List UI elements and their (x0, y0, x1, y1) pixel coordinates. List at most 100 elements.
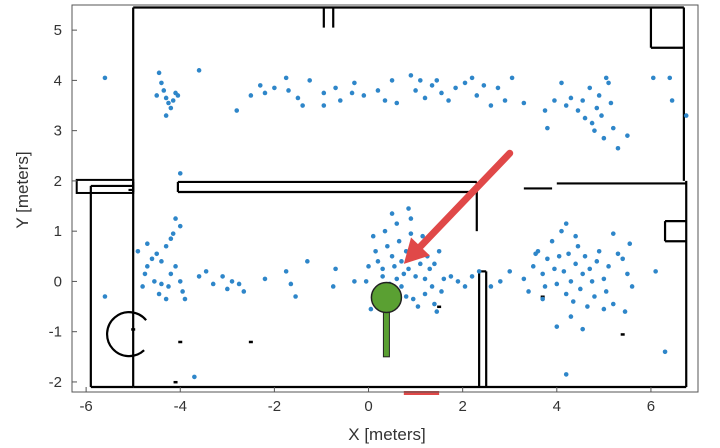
scatter-point (563, 221, 569, 226)
scatter-point (582, 115, 588, 121)
scatter-point (521, 100, 527, 106)
scatter-point (683, 113, 689, 118)
scatter-point (488, 284, 494, 289)
scatter-point (610, 125, 616, 131)
scatter-point (363, 279, 369, 284)
scatter-point (300, 103, 305, 108)
scatter-point (142, 271, 148, 277)
scatter-point (175, 93, 181, 98)
scatter-point (446, 98, 451, 103)
scatter-point (575, 243, 581, 249)
scatter-point (422, 291, 428, 297)
scatter-point (596, 93, 602, 98)
scatter-point (380, 266, 385, 272)
scatter-point (375, 259, 381, 264)
scatter-point (330, 284, 336, 289)
scatter-point (394, 276, 400, 282)
scatter-point (559, 228, 564, 234)
scatter-point (413, 274, 418, 279)
scatter-point (293, 294, 298, 299)
scatter-point (601, 306, 607, 312)
scatter-point (154, 93, 160, 98)
scatter-point (596, 248, 602, 254)
scatter-point (570, 299, 576, 304)
scatter-point (580, 271, 585, 277)
scatter-point (177, 223, 183, 229)
y-tick-label: 2 (54, 173, 62, 190)
scatter-point (594, 105, 600, 111)
map-speck (620, 333, 625, 336)
scatter-point (608, 100, 614, 106)
scatter-point (382, 98, 388, 103)
scatter-point (498, 279, 503, 284)
scatter-point (455, 279, 461, 284)
scatter-point (161, 88, 167, 93)
scatter-point (434, 78, 440, 83)
scatter-point (594, 259, 600, 264)
scatter-point (625, 271, 630, 277)
scatter-point (166, 284, 171, 289)
scatter-point (436, 248, 442, 254)
scatter-point (418, 78, 423, 83)
scatter-point (156, 70, 162, 76)
scatter-point (149, 256, 155, 262)
scatter-point (154, 251, 160, 257)
scatter-point (385, 243, 390, 249)
scatter-point (375, 88, 381, 93)
scatter-point (448, 274, 454, 279)
scatter-point (283, 269, 289, 274)
scatter-point (389, 78, 395, 83)
pointer-arrow-shaft (416, 149, 514, 251)
scatter-point (566, 251, 571, 257)
pointer-arrow-head (403, 237, 430, 264)
scatter-point (669, 98, 675, 103)
scatter-point (422, 276, 428, 282)
scatter-point (163, 113, 169, 118)
x-tick-label: 6 (647, 398, 655, 415)
scatter-point (439, 289, 444, 294)
scatter-point (135, 248, 141, 254)
scatter-point (415, 304, 421, 309)
scatter-point (580, 326, 585, 332)
scatter-point (601, 276, 607, 282)
scatter-point (408, 231, 414, 236)
scatter-point (288, 281, 294, 287)
scatter-point (650, 75, 656, 81)
y-tick-label: -1 (49, 324, 62, 341)
scatter-point (422, 95, 428, 101)
scatter-point (582, 253, 588, 259)
map-speck (178, 340, 183, 344)
scatter-point (168, 236, 174, 242)
scatter-point (145, 241, 150, 247)
scatter-point (410, 296, 416, 302)
scatter-point (542, 284, 548, 289)
scatter-point (563, 103, 569, 108)
scatter-point (192, 374, 197, 380)
scatter-point (159, 259, 164, 264)
map-speck (248, 340, 253, 344)
scatter-point (170, 231, 176, 236)
scatter-point (476, 269, 482, 274)
map-speck (437, 305, 442, 309)
scatter-point (159, 80, 164, 86)
scatter-point (389, 211, 395, 216)
scatter-point (629, 284, 635, 289)
scatter-point (366, 264, 371, 269)
scatter-point (615, 251, 621, 257)
scatter-point (568, 314, 574, 319)
scatter-point (403, 294, 409, 299)
scatter-point (488, 103, 494, 108)
scatter-point (627, 241, 633, 247)
scatter-point (462, 284, 468, 289)
y-tick-label: 3 (54, 123, 62, 140)
scatter-point (333, 266, 338, 272)
scatter-point (580, 98, 585, 103)
scatter-point (667, 75, 673, 81)
scatter-point (573, 261, 578, 267)
scatter-point (420, 233, 425, 239)
scatter-point (361, 93, 367, 98)
scatter-point (575, 108, 581, 113)
scatter-point (262, 90, 268, 96)
scatter-point (225, 286, 230, 292)
scatter-point (408, 216, 414, 221)
